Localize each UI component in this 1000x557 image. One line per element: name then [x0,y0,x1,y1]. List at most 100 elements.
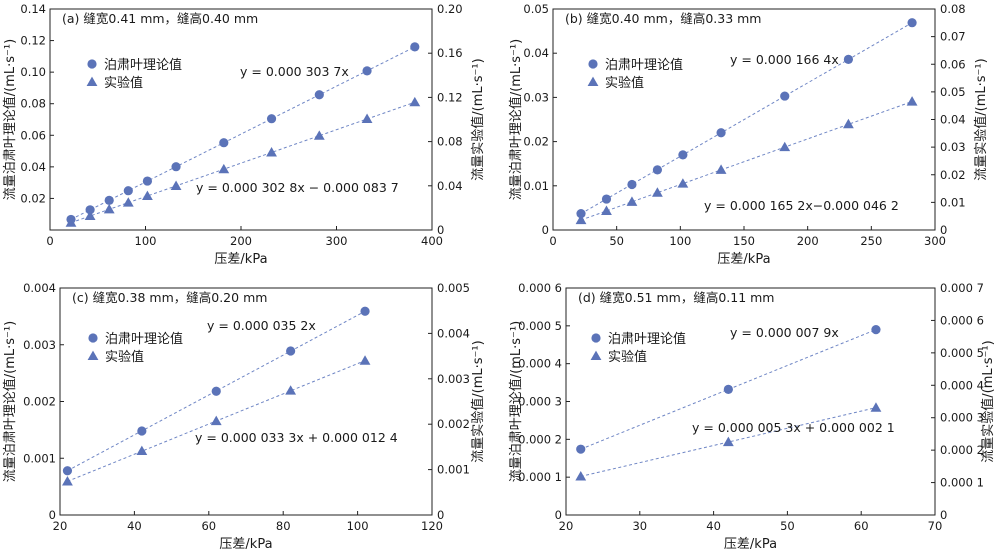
y-right-tick-label: 0.04 [940,113,966,127]
data-point-circle [716,128,726,138]
data-point-circle [871,325,881,335]
y-right-tick-label: 0.04 [437,179,463,193]
y-right-axis-label: 流量实验值/(mL·s⁻¹) [470,340,486,462]
panel-c: 20 40 60 80 100 12000.0010.0020.0030.00400.00… [2,281,486,552]
data-point-triangle [575,214,587,225]
data-point-triangle [359,355,371,365]
x-axis-label: 压差/kPa [219,537,272,552]
fit-equation: y = 0.000 165 2x−0.000 046 2 [704,198,899,213]
data-point-triangle [266,147,277,157]
y-left-tick-label: 0.000 5 [518,319,562,333]
data-point-circle [907,18,917,28]
legend-triangle-icon [587,76,599,87]
x-tick-label: 60 [854,519,869,533]
y-right-tick-label: 0.001 [437,463,470,477]
y-left-tick-label: 0.01 [523,179,549,193]
legend-triangle-icon [87,350,99,361]
y-left-axis-label: 流量泊肃叶理论值/(mL·s⁻¹) [2,39,18,200]
panel-title: (b) 缝宽0.40 mm，缝高0.33 mm [565,11,761,26]
panel-b: 50 100 150 200 250 300000.010.020.030.040.050… [508,2,989,267]
x-tick-label: 60 [201,519,216,533]
data-point-circle [123,186,133,196]
data-point-triangle [409,96,421,107]
y-right-axis-label: 流量实验值/(mL·s⁻¹) [470,58,486,180]
data-point-triangle [62,476,73,486]
x-tick-label: 200 [797,234,819,248]
x-tick-label: 120 [421,519,443,533]
x-tick-label: 0 [549,234,556,248]
legend-label: 泊肃叶理论值 [105,331,183,347]
y-right-tick-label: 0.003 [437,372,470,386]
y-left-tick-label: 0.04 [523,46,549,60]
data-point-triangle [170,180,182,190]
legend-label: 实验值 [608,349,647,365]
x-tick-label: 30 [632,519,647,533]
y-right-tick-label: 0.000 5 [940,346,984,360]
data-point-triangle [722,436,734,447]
fit-equation: y = 0.000 166 4x [730,52,839,67]
y-right-tick-label: 0.20 [437,2,463,16]
x-tick-label: 20 [53,519,68,533]
data-point-circle [266,114,277,124]
x-tick-label: 150 [733,234,755,248]
y-left-tick-label: 0.12 [20,34,46,48]
data-point-triangle [870,402,882,412]
data-point-circle [678,150,688,160]
data-point-triangle [575,471,587,481]
data-point-triangle [601,205,612,215]
data-point-triangle [652,187,663,197]
y-left-tick-label: 0.000 4 [518,357,562,371]
y-left-tick-label: 0.000 3 [518,395,562,409]
data-point-circle [62,466,73,476]
y-right-tick-label: 0.05 [940,85,966,99]
x-axis-label: 压差/kPa [717,252,770,267]
data-point-circle [362,66,372,76]
y-right-tick-label: 0.08 [437,135,463,149]
y-right-axis-label: 流量实验值/(mL·s⁻¹) [980,340,996,462]
data-point-circle [286,346,296,356]
y-left-axis-label: 流量泊肃叶理论值/(mL·s⁻¹) [2,321,18,482]
y-left-tick-label: 0 [49,508,56,522]
y-left-tick-label: 0.000 6 [518,281,562,295]
y-right-tick-label: 0.06 [940,57,966,71]
x-tick-label: 250 [860,234,882,248]
y-left-tick-label: 0 [555,508,562,522]
data-point-triangle [843,118,854,129]
data-point-triangle [285,385,297,395]
data-point-circle [85,205,95,215]
y-left-tick-label: 0.14 [20,2,46,16]
x-tick-label: 300 [924,234,946,248]
x-tick-label: 0 [46,234,53,248]
y-left-tick-label: 0.003 [23,338,56,352]
x-tick-label: 100 [135,234,157,248]
y-right-tick-label: 0 [940,223,947,237]
data-point-triangle [218,163,230,174]
legend-triangle-icon [590,350,602,361]
data-point-circle [142,176,153,186]
y-right-tick-label: 0.000 2 [940,443,984,457]
y-right-tick-label: 0 [437,223,444,237]
y-left-tick-label: 0.10 [20,65,46,79]
legend-label: 泊肃叶理论值 [608,331,686,347]
legend-label: 实验值 [605,75,644,91]
y-right-tick-label: 0.16 [437,46,463,60]
plot-frame [565,287,936,516]
y-right-tick-label: 0 [437,508,444,522]
y-left-tick-label: 0.000 2 [518,432,562,446]
y-right-tick-label: 0.004 [437,326,470,340]
y-left-axis-label: 流量泊肃叶理论值/(mL·s⁻¹) [508,39,524,200]
x-tick-label: 50 [609,234,624,248]
data-point-circle [410,42,420,52]
panel-a: 0 100 200 300 400 0.02 0.04 0.06 0.08 0.10 0.12 0.1… [2,2,486,267]
data-point-circle [601,194,612,204]
y-right-tick-label: 0.03 [940,140,966,154]
y-left-tick-label: 0.03 [523,90,549,104]
legend-circle-icon [591,333,601,343]
x-tick-label: 70 [928,519,943,533]
y-right-tick-label: 0.08 [940,2,966,16]
fit-equation: y = 0.000 007 9x [730,325,839,340]
